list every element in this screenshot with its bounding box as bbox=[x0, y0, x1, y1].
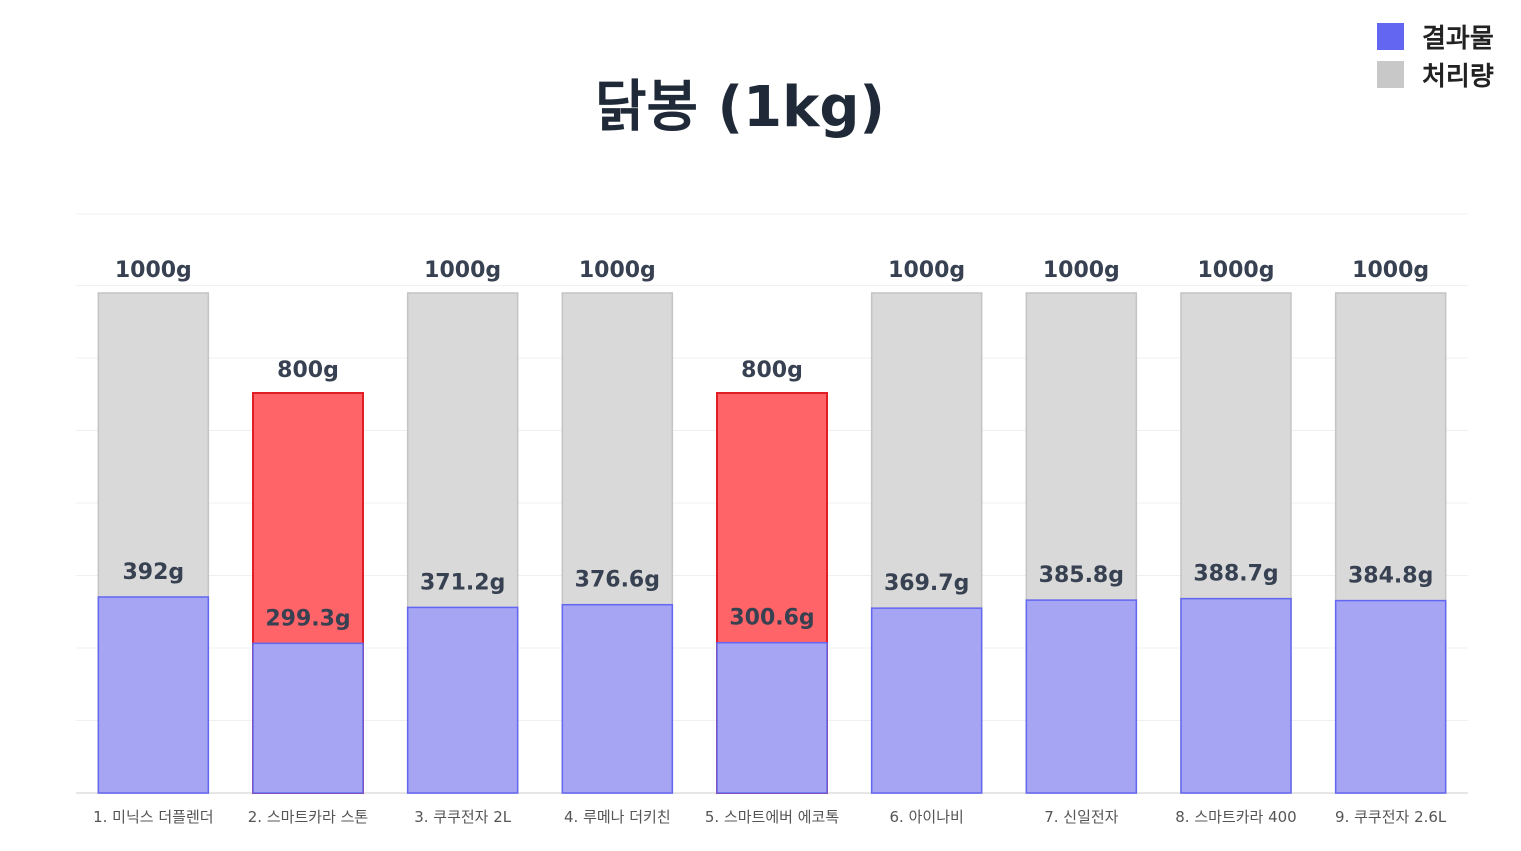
bar-result-7 bbox=[1025, 599, 1138, 794]
legend-item-processed[interactable]: 처리량 bbox=[1377, 56, 1494, 93]
legend-label-result: 결과물 bbox=[1422, 24, 1494, 54]
data-label-processed-6: 1000g bbox=[888, 258, 965, 283]
data-label-processed-4: 1000g bbox=[579, 258, 656, 283]
x-tick-label-6: 6. 아이나비 bbox=[890, 808, 964, 826]
x-tick-label-1: 1. 미닉스 더플렌더 bbox=[93, 808, 213, 826]
bar-result-9 bbox=[1334, 599, 1447, 794]
data-label-result-6: 369.7g bbox=[884, 571, 969, 596]
data-label-result-3: 371.2g bbox=[420, 570, 505, 595]
x-tick-label-9: 9. 쿠쿠전자 2.6L bbox=[1335, 808, 1447, 826]
data-label-processed-3: 1000g bbox=[424, 258, 501, 283]
data-label-processed-9: 1000g bbox=[1352, 258, 1429, 283]
legend-item-result[interactable]: 결과물 bbox=[1377, 18, 1494, 55]
bar-result-6 bbox=[870, 607, 983, 794]
bar-result-5 bbox=[716, 641, 828, 794]
data-label-result-5: 300.6g bbox=[729, 606, 814, 631]
data-label-result-9: 384.8g bbox=[1348, 564, 1433, 589]
x-tick-label-5: 5. 스마트에버 에코톡 bbox=[705, 808, 839, 826]
x-tick-label-3: 3. 쿠쿠전자 2L bbox=[414, 808, 512, 826]
x-tick-label-2: 2. 스마트카라 스톤 bbox=[248, 808, 368, 826]
data-label-processed-2: 800g bbox=[277, 358, 339, 383]
data-label-processed-8: 1000g bbox=[1198, 258, 1275, 283]
data-label-result-4: 376.6g bbox=[575, 568, 660, 593]
bar-result-1 bbox=[97, 596, 210, 794]
data-label-processed-5: 800g bbox=[741, 358, 803, 383]
x-tick-label-8: 8. 스마트카라 400 bbox=[1175, 808, 1296, 826]
legend-swatch-result bbox=[1377, 23, 1404, 50]
bar-result-8 bbox=[1180, 597, 1292, 794]
data-label-processed-1: 1000g bbox=[115, 258, 192, 283]
legend-label-processed: 처리량 bbox=[1422, 62, 1494, 92]
bar-result-4 bbox=[561, 603, 674, 794]
data-label-result-1: 392g bbox=[122, 560, 184, 585]
data-label-result-7: 385.8g bbox=[1039, 563, 1124, 588]
bar-result-3 bbox=[406, 606, 519, 794]
data-label-result-2: 299.3g bbox=[265, 606, 350, 631]
chart-title: 닭봉 (1kg) bbox=[594, 75, 886, 140]
legend-swatch-processed bbox=[1377, 61, 1404, 88]
data-label-result-8: 388.7g bbox=[1193, 562, 1278, 587]
data-label-processed-7: 1000g bbox=[1043, 258, 1120, 283]
bar-result-2 bbox=[252, 642, 364, 794]
x-tick-label-7: 7. 신일전자 bbox=[1044, 808, 1118, 826]
x-tick-label-4: 4. 루메나 더키친 bbox=[564, 808, 671, 826]
